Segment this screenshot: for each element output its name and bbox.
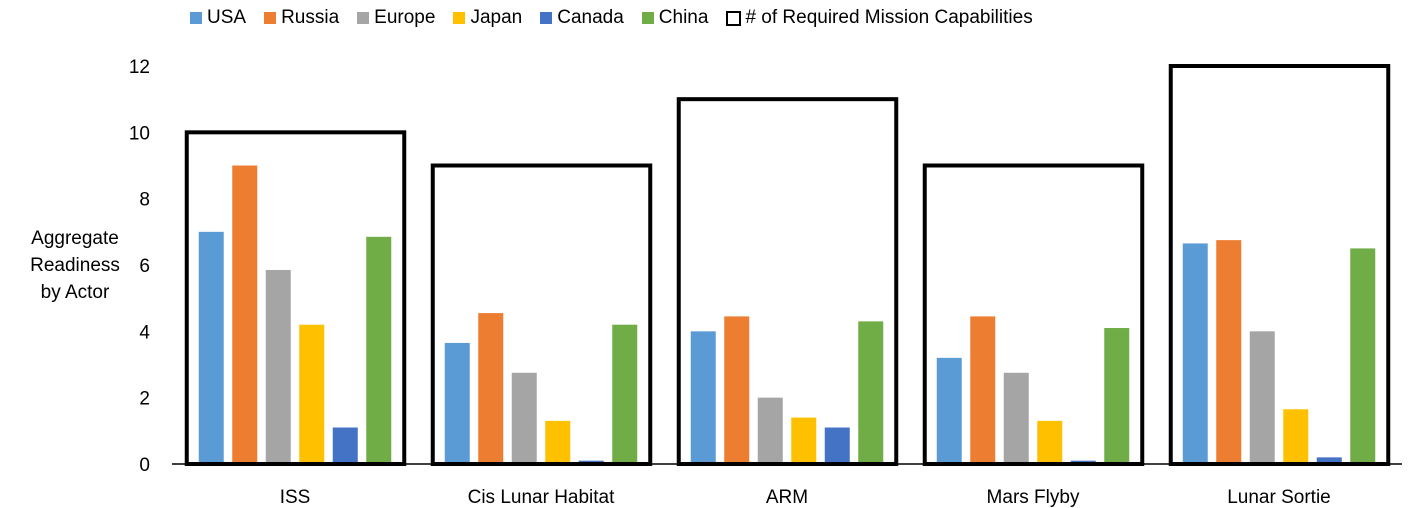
x-tick-label: Mars Flyby [987, 487, 1080, 508]
legend-item-china: China [641, 7, 709, 29]
y-axis-label: Aggregate Readiness by Actor [0, 225, 150, 306]
bar-china [366, 236, 392, 464]
bar-japan [299, 324, 325, 464]
bar-usa [1182, 243, 1208, 464]
bar-japan [791, 417, 817, 464]
legend-label-china: China [658, 7, 709, 28]
y-tick-label: 2 [139, 389, 150, 410]
legend-label-required-capabilities: # of Required Mission Capabilities [745, 7, 1033, 28]
bar-europe [1249, 331, 1275, 464]
y-axis-label-line-3: by Actor [40, 282, 110, 303]
legend-swatch-japan [453, 12, 466, 24]
legend-label-russia: Russia [281, 7, 340, 28]
bar-usa [936, 357, 962, 464]
y-tick-label: 10 [129, 123, 150, 144]
bar-japan [1037, 420, 1063, 464]
legend-item-required-capabilities: # of Required Mission Capabilities [726, 7, 1033, 29]
y-axis-label-line-2: Readiness [30, 255, 120, 276]
bar-china [858, 321, 884, 464]
bar-japan [1283, 409, 1309, 464]
bar-usa [444, 342, 470, 464]
legend-swatch-required-capabilities [726, 10, 742, 26]
x-tick-label: ISS [280, 487, 311, 508]
bar-canada [1316, 457, 1342, 464]
chart-legend: USA Russia Europe Japan Canada China # o… [190, 6, 1051, 30]
bar-china [612, 324, 638, 464]
y-axis-label-line-1: Aggregate [31, 228, 119, 249]
y-tick-label: 4 [139, 322, 150, 343]
x-tick-label: ARM [766, 487, 808, 508]
legend-label-canada: Canada [557, 7, 624, 28]
bar-canada [824, 427, 850, 464]
legend-label-europe: Europe [374, 7, 436, 28]
bar-europe [265, 269, 291, 464]
bar-russia [1216, 240, 1242, 464]
legend-item-canada: Canada [540, 7, 624, 29]
legend-label-japan: Japan [470, 7, 523, 28]
legend-swatch-russia [264, 12, 277, 24]
legend-swatch-canada [540, 12, 553, 24]
legend-swatch-china [641, 12, 654, 24]
y-tick-label: 0 [139, 455, 150, 476]
bar-china [1350, 248, 1376, 464]
y-tick-label: 12 [129, 57, 150, 78]
bar-europe [1003, 372, 1029, 464]
bar-usa [198, 231, 224, 464]
legend-item-usa: USA [190, 7, 246, 29]
legend-label-usa: USA [207, 7, 247, 28]
legend-swatch-usa [190, 12, 202, 24]
bar-japan [545, 420, 571, 464]
bar-russia [478, 313, 504, 464]
legend-swatch-europe [357, 12, 370, 24]
bar-europe [757, 397, 783, 464]
bar-europe [511, 372, 537, 464]
bar-usa [690, 331, 716, 464]
x-tick-label: Lunar Sortie [1227, 487, 1331, 508]
bar-russia [970, 316, 996, 464]
bar-china [1104, 328, 1130, 464]
y-tick-label: 8 [139, 190, 150, 211]
x-tick-label: Cis Lunar Habitat [468, 487, 616, 508]
bar-canada [332, 427, 358, 464]
legend-item-europe: Europe [357, 7, 435, 29]
legend-item-russia: Russia [264, 7, 339, 29]
y-tick-label: 6 [139, 256, 150, 277]
bar-russia [724, 316, 750, 464]
legend-item-japan: Japan [453, 7, 522, 29]
bar-russia [232, 165, 258, 464]
